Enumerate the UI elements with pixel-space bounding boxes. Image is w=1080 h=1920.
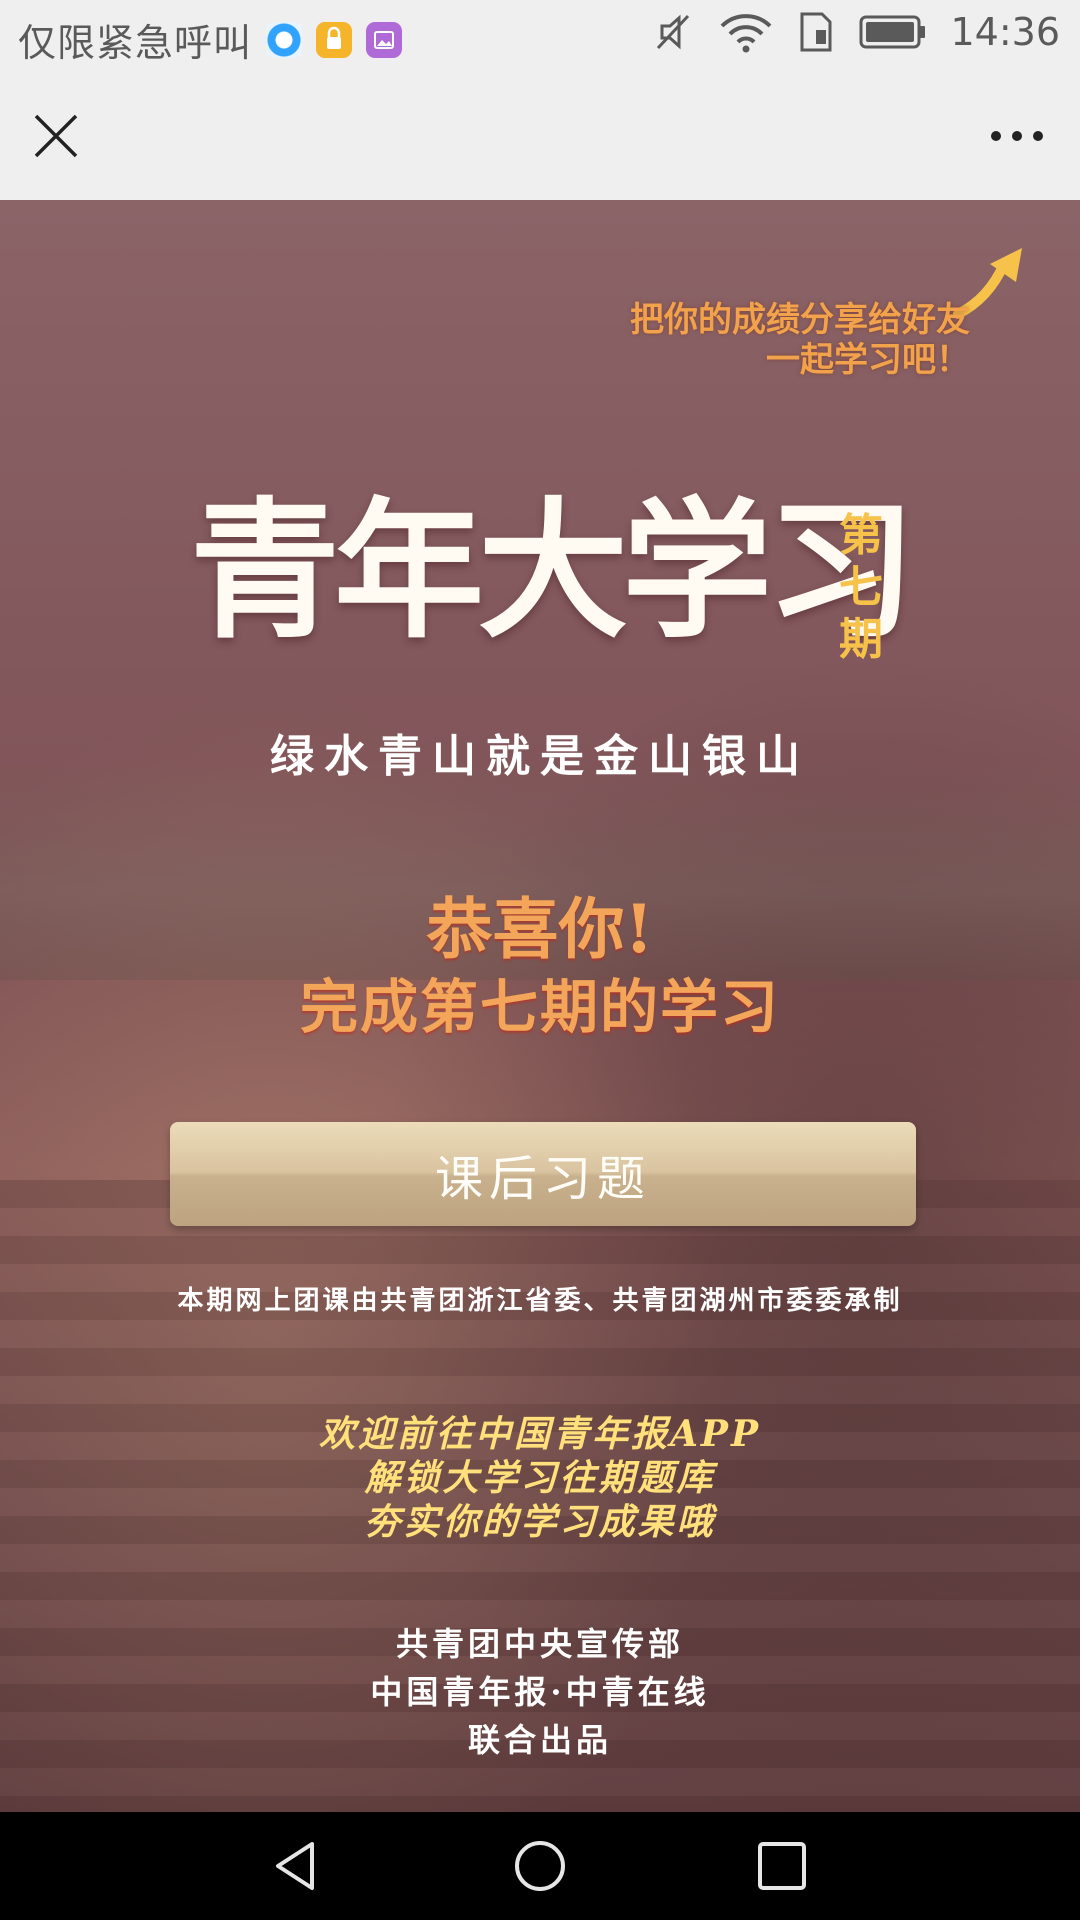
- producer-note: 本期网上团课由共青团浙江省委、共青团湖州市委委承制: [177, 1286, 903, 1316]
- app-promo-line1: 欢迎前往中国青年报APP: [318, 1413, 762, 1455]
- status-bar: 仅限紧急呼叫: [0, 0, 1080, 76]
- gallery-app-icon: [366, 21, 403, 58]
- lesson-complete-page: 把你的成绩分享给好友 一起学习吧！ 青年大学习 第 七 期 绿水青山就是金山银山…: [0, 200, 1080, 1812]
- share-prompt[interactable]: 把你的成绩分享给好友 一起学习吧！: [630, 300, 970, 380]
- share-arrow-icon: [953, 248, 1022, 319]
- credits-line3: 联合出品: [467, 1721, 612, 1759]
- issue-line3: 期: [839, 614, 883, 665]
- issue-badge: 第 七 期: [836, 510, 886, 666]
- credits: 共青团中央宣传部 中国青年报·中青在线 联合出品: [0, 1620, 1080, 1764]
- recent-apps-icon[interactable]: [754, 1838, 810, 1894]
- mute-icon: [657, 14, 690, 50]
- congrats-message: 恭喜你! 完成第七期的学习: [0, 890, 1080, 1046]
- browser-app-icon: [266, 21, 303, 58]
- status-right: 14:36: [652, 10, 1060, 54]
- back-icon[interactable]: [268, 1838, 324, 1894]
- quiz-button[interactable]: 课后习题: [170, 1122, 916, 1226]
- more-icon[interactable]: [982, 108, 1052, 164]
- congrats-line1: 恭喜你!: [426, 890, 654, 968]
- battery-icon: [859, 15, 926, 49]
- home-icon[interactable]: [512, 1838, 568, 1894]
- background-scenery: [0, 760, 1080, 980]
- credits-line1: 共青团中央宣传部: [395, 1625, 684, 1663]
- page-title: 青年大学习: [190, 483, 916, 659]
- lock-app-icon: [316, 21, 353, 58]
- subtitle: 绿水青山就是金山银山: [270, 731, 810, 782]
- close-icon[interactable]: [28, 108, 84, 164]
- credits-line2: 中国青年报·中青在线: [370, 1673, 710, 1711]
- navigation-bar: [0, 1812, 1080, 1920]
- congrats-line2: 完成第七期的学习: [299, 973, 780, 1041]
- app-promo: 欢迎前往中国青年报APP 解锁大学习往期题库 夯实你的学习成果哦: [0, 1412, 1080, 1544]
- issue-line2: 七: [839, 562, 883, 613]
- clock: 14:36: [950, 10, 1060, 54]
- webview-toolbar: [0, 76, 1080, 200]
- carrier-text: 仅限紧急呼叫: [18, 21, 253, 65]
- background-deck: [0, 1180, 1080, 1812]
- status-left: 仅限紧急呼叫: [18, 12, 403, 67]
- issue-line1: 第: [839, 510, 883, 561]
- app-promo-line3: 夯实你的学习成果哦: [364, 1501, 716, 1543]
- wifi-icon: [721, 14, 772, 53]
- share-prompt-line1: 把你的成绩分享给好友: [630, 300, 970, 340]
- share-prompt-line2: 一起学习吧！: [766, 340, 970, 380]
- app-promo-line2: 解锁大学习往期题库: [364, 1457, 716, 1499]
- sim-icon: [800, 12, 832, 52]
